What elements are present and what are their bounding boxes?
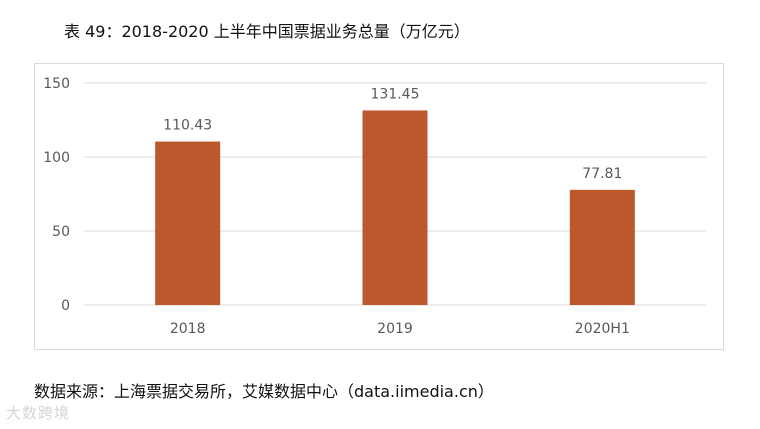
x-tick-label-2019: 2019 bbox=[377, 321, 413, 337]
data-label-2018: 110.43 bbox=[163, 118, 212, 134]
y-tick-label-50: 50 bbox=[52, 224, 70, 240]
chart-frame bbox=[34, 63, 724, 350]
data-label-2019: 131.45 bbox=[371, 86, 420, 102]
x-tick-label-2020H1: 2020H1 bbox=[575, 321, 630, 337]
x-tick-label-2018: 2018 bbox=[170, 321, 206, 337]
y-tick-label-0: 0 bbox=[61, 298, 70, 314]
data-label-2020H1: 77.81 bbox=[582, 166, 622, 182]
bar-2018 bbox=[155, 141, 221, 305]
y-tick-label-100: 100 bbox=[43, 150, 70, 166]
source-note: 数据来源：上海票据交易所，艾媒数据中心（data.iimedia.cn） bbox=[34, 382, 494, 401]
bar-2019 bbox=[362, 110, 428, 305]
chart-title: 表 49：2018-2020 上半年中国票据业务总量（万亿元） bbox=[64, 22, 470, 41]
bar-2020H1 bbox=[569, 189, 635, 305]
y-tick-label-150: 150 bbox=[43, 76, 70, 92]
watermark-logo: 大数跨境 bbox=[6, 404, 71, 422]
